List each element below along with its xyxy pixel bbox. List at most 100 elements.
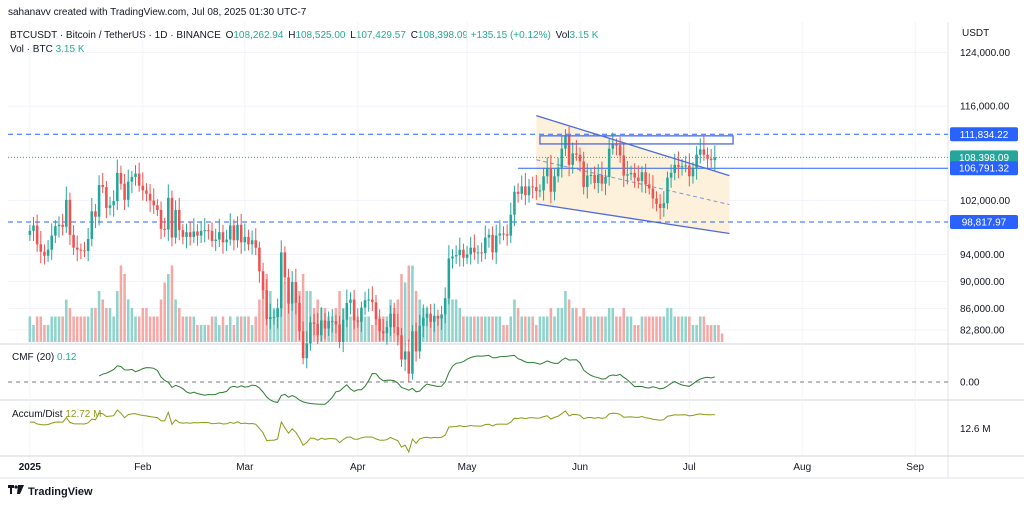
volume-bar (210, 316, 214, 342)
candle-body (101, 185, 105, 188)
volume-bar (46, 325, 50, 342)
volume-bar (436, 316, 440, 342)
volume-bar (68, 308, 72, 342)
y-tick-label: 94,000.00 (960, 250, 1005, 261)
candle-body (713, 157, 717, 161)
volume-bar (709, 325, 713, 342)
volume-bar (586, 316, 589, 342)
candle-body (633, 172, 636, 178)
volume-bar (65, 299, 68, 342)
volume-bar (112, 316, 115, 342)
channel-lower-line (536, 203, 730, 235)
cmf-legend[interactable]: CMF (20) 0.12 (12, 352, 76, 363)
volume-bar (167, 274, 170, 342)
volume-legend[interactable]: Vol · BTC 3.15 K (10, 44, 85, 55)
close-value: 108,398.09 (417, 30, 468, 41)
candle-body (130, 176, 134, 182)
volume-bar (494, 316, 498, 342)
candle-body (349, 299, 352, 303)
tradingview-logo-icon (8, 485, 24, 498)
ad-legend[interactable]: Accum/Dist 12.72 M (12, 409, 101, 420)
volume-bar (196, 325, 199, 342)
volume-bar (556, 308, 560, 342)
candle-body (709, 158, 713, 161)
tradingview-brand[interactable]: TradingView (8, 485, 93, 498)
price-level-tag (950, 127, 1018, 142)
candle-body (473, 247, 476, 253)
candle-body (330, 321, 334, 323)
candle-body (454, 255, 458, 257)
volume-bar (97, 291, 101, 342)
volume-bar (83, 316, 86, 342)
candle-body (199, 230, 203, 236)
volume-bar (90, 308, 94, 342)
candle-body (462, 249, 465, 258)
volume-bar (414, 291, 418, 342)
volume-bar (513, 299, 516, 342)
candle-body (411, 331, 414, 374)
symbol-legend[interactable]: BTCUSDT · Bitcoin / TetherUS · 1D · BINA… (10, 30, 598, 41)
candle-body (148, 193, 152, 201)
candle-body (265, 290, 268, 320)
candle-body (436, 315, 440, 319)
volume-bar (400, 274, 403, 342)
cmf-label: CMF (20) (12, 352, 55, 363)
high-label: H (288, 30, 296, 41)
volume-bar (633, 325, 636, 342)
volume-bar (75, 316, 79, 342)
candle-body (228, 225, 232, 240)
candle-body (54, 226, 57, 236)
x-tick-label: Apr (350, 462, 366, 473)
volume-bar (658, 316, 662, 342)
volume-bar (116, 291, 119, 342)
volume-bar (261, 282, 265, 342)
candle-body (549, 168, 553, 192)
candle-body (691, 168, 695, 177)
price-level-label: 111,834.22 (960, 130, 1009, 141)
volume-bar (502, 325, 505, 342)
volume-bar (363, 316, 367, 342)
symbol-name[interactable]: BTCUSDT · Bitcoin / TetherUS · 1D · BINA… (10, 30, 221, 41)
volume-bar (593, 316, 596, 342)
volume-bar (505, 325, 509, 342)
volume-bar (516, 308, 520, 342)
volume-bar (39, 316, 43, 342)
volume-bar (94, 308, 97, 342)
volume-bar (713, 325, 717, 342)
candle-body (247, 236, 250, 245)
candle-body (345, 302, 349, 320)
volume-bar (571, 308, 575, 342)
volume-bar (199, 325, 203, 342)
candle-body (516, 191, 520, 194)
volume-bar (188, 316, 192, 342)
candle-body (447, 258, 451, 299)
volume-bar (258, 299, 261, 342)
candle-body (35, 225, 39, 245)
candle-body (68, 199, 72, 235)
candle-body (527, 186, 531, 196)
volume-bar (374, 316, 378, 342)
volume-bar (403, 282, 407, 342)
candle-body (695, 154, 698, 169)
resistance-box (539, 135, 734, 145)
volume-bar (560, 308, 564, 342)
candle-body (279, 252, 283, 309)
candle-body (374, 302, 378, 320)
candle-body (458, 249, 462, 256)
volume-bar (527, 316, 531, 342)
y-tick-label: 90,000.00 (960, 277, 1005, 288)
candle-body (451, 256, 454, 259)
volume-bar (662, 316, 666, 342)
candle-body (309, 322, 312, 344)
volume-bar (101, 299, 105, 342)
candle-body (524, 186, 527, 196)
x-tick-label: Feb (134, 462, 152, 473)
volume-bar (218, 325, 221, 342)
candle-body (371, 299, 374, 303)
candle-body (422, 317, 425, 326)
candle-body (272, 317, 276, 319)
volume-bar (86, 316, 90, 342)
candle-body (476, 252, 480, 254)
volume-bar (371, 325, 374, 342)
